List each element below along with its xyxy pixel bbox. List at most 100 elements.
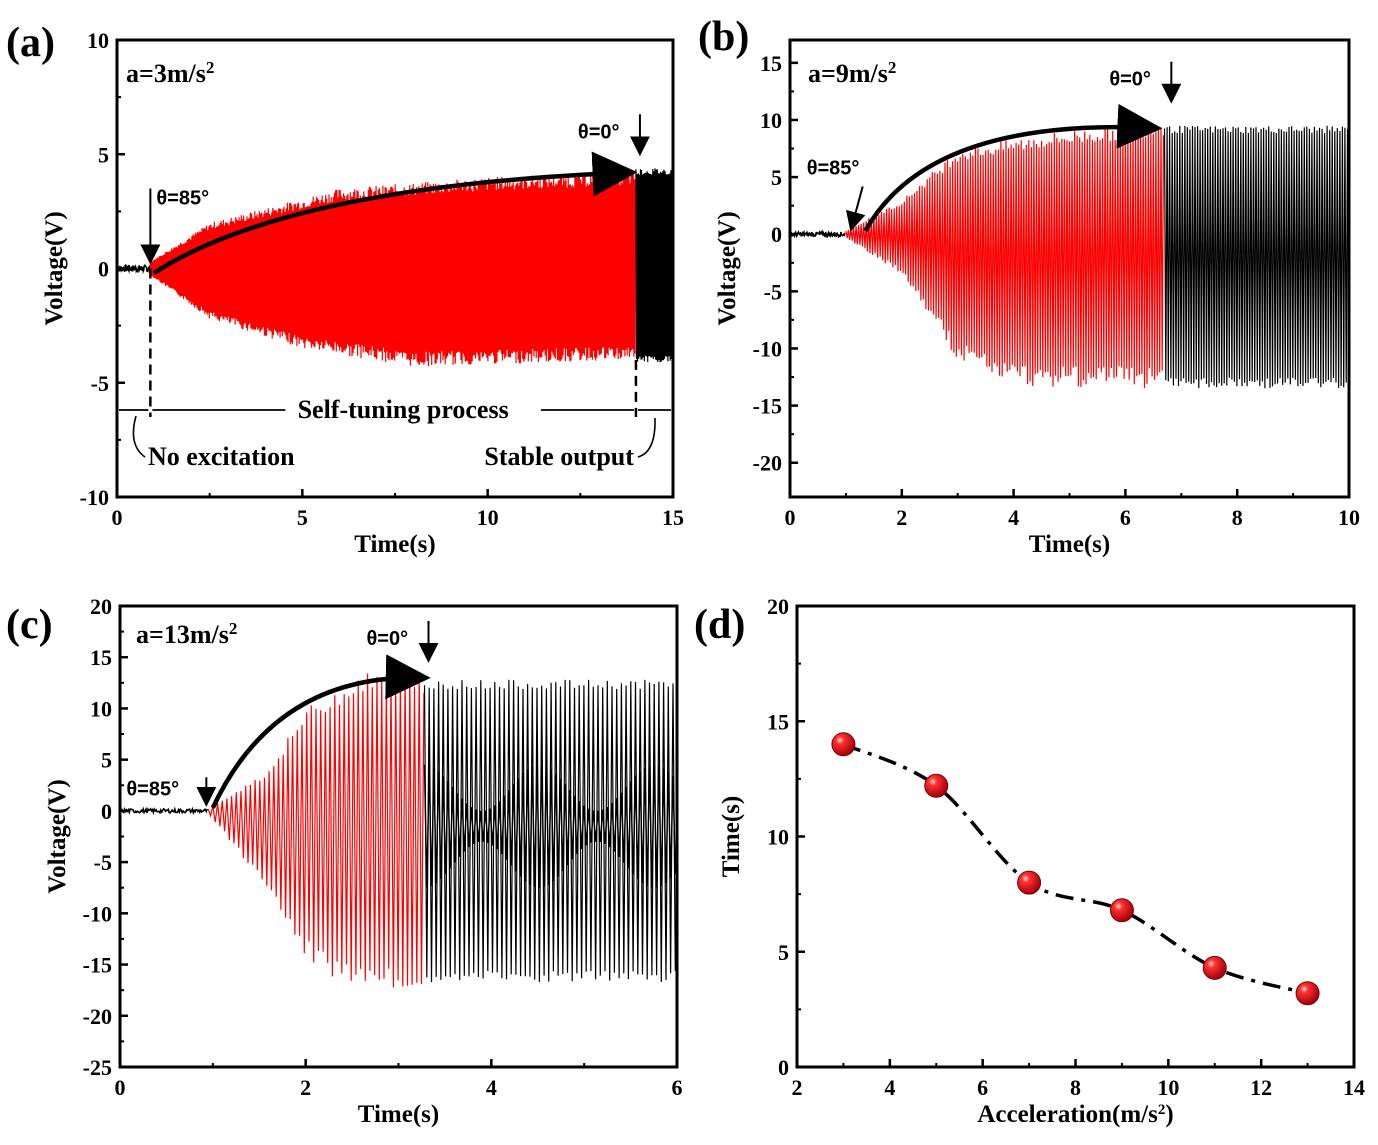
x-tick-label: 10 — [1338, 505, 1360, 530]
panel-a-condition: a=3m/s2 — [126, 58, 214, 89]
y-tick-label: 15 — [767, 709, 789, 734]
x-tick-label: 4 — [884, 1075, 895, 1100]
x-tick-label: 4 — [486, 1075, 497, 1100]
trend-line — [842, 742, 1309, 995]
y-tick-label: -20 — [83, 1004, 112, 1029]
x-tick-label: 8 — [1232, 505, 1243, 530]
trend-arrow — [210, 654, 431, 809]
self-tuning-trace — [207, 673, 425, 988]
x-tick-label: 0 — [112, 505, 123, 530]
x-axis-label-end: ) — [1165, 1101, 1173, 1128]
panel-b-condition: a=9m/s2 — [808, 58, 896, 89]
theta-0-label: θ=0° — [578, 121, 620, 143]
x-tick-label: 12 — [1250, 1075, 1272, 1100]
y-tick-label: -25 — [83, 1055, 112, 1080]
panel-c-label: (c) — [6, 602, 53, 648]
theta-0-label: θ=0° — [1109, 69, 1151, 91]
y-tick-label: 20 — [767, 594, 789, 619]
pre-excitation-trace — [116, 263, 151, 275]
data-point — [1295, 981, 1320, 1006]
no-excitation-pointer — [132, 415, 146, 458]
panel-b-annotations: θ=85° θ=0° — [807, 61, 1182, 232]
y-tick-label: 20 — [90, 594, 112, 619]
panel-b: (b) 0 2 4 6 8 10 -20 -15 -10 -5 0 5 10 15 Time(s) Volta… — [698, 14, 1360, 558]
data-point — [831, 732, 856, 757]
x-axis-label-sup: 2 — [1158, 1102, 1166, 1118]
panel-b-axes: 0 2 4 6 8 10 -20 -15 -10 -5 0 5 10 15 Time(s) Voltage(V… — [714, 38, 1360, 558]
panel-c-condition: a=13m/s2 — [136, 619, 237, 650]
self-tuning-trace — [149, 171, 637, 367]
panel-b-signal — [789, 124, 1350, 389]
x-tick-label: 2 — [792, 1075, 803, 1100]
plot-frame — [118, 604, 679, 1069]
y-tick-label: -10 — [753, 336, 782, 361]
y-axis-label: Voltage(V) — [714, 211, 741, 325]
trend-arrow — [863, 103, 1163, 232]
y-tick-label: 5 — [98, 142, 109, 167]
y-axis-label: Voltage(V) — [44, 779, 71, 893]
y-tick-label: 5 — [771, 165, 782, 190]
y-tick-label: -20 — [753, 451, 782, 476]
y-axis-label: Voltage(V) — [41, 211, 68, 325]
panel-a-label: (a) — [6, 20, 55, 66]
x-tick-label: 2 — [896, 505, 907, 530]
y-tick-label: 10 — [87, 28, 109, 53]
y-tick-label: -5 — [94, 850, 112, 875]
x-tick-label: 10 — [477, 505, 499, 530]
panel-a: (a) 0 5 10 15 -10 -5 0 5 10 Time(s) Voltage(V) a=3… — [6, 20, 684, 558]
y-tick-label: 15 — [760, 51, 782, 76]
x-tick-label: 0 — [785, 505, 796, 530]
plot-frame — [795, 604, 1356, 1069]
y-tick-label: -10 — [80, 485, 109, 510]
theta-85-arrow — [846, 186, 866, 232]
x-tick-label: 0 — [115, 1075, 126, 1100]
stable-output-pointer — [637, 417, 656, 458]
panel-b-label: (b) — [698, 14, 749, 60]
y-tick-label: -10 — [83, 901, 112, 926]
y-tick-label: 0 — [778, 1055, 789, 1080]
x-tick-label: 6 — [1120, 505, 1131, 530]
pre-excitation-trace — [789, 229, 846, 239]
x-tick-label: 6 — [977, 1075, 988, 1100]
y-tick-label: 15 — [90, 645, 112, 670]
panel-d: (d) 2 4 6 8 10 12 1405101520Acceleration(m/s2)… — [694, 594, 1365, 1128]
y-tick-label: 0 — [98, 257, 109, 282]
y-tick-label: 5 — [778, 940, 789, 965]
x-tick-label: 6 — [672, 1075, 683, 1100]
stable-inner-band — [423, 764, 676, 888]
panel-c: (c) 0 2 4 6 -25 -20 -15 -10 -5 0 5 10 15 20 Time(s) Vol… — [6, 594, 683, 1128]
x-tick-label: 8 — [1070, 1075, 1081, 1100]
x-axis-label: Time(s) — [354, 531, 435, 558]
data-point — [1202, 955, 1227, 980]
theta-85-label: θ=85° — [807, 158, 860, 180]
x-axis-label: Time(s) — [1029, 531, 1110, 558]
y-tick-label: 10 — [90, 696, 112, 721]
stable-output-trace — [635, 168, 673, 363]
theta-85-label: θ=85° — [126, 778, 179, 800]
panel-a-axes: 0 5 10 15 -10 -5 0 5 10 Time(s) Voltage(V) — [41, 28, 684, 558]
panel-a-signal — [116, 168, 673, 367]
theta-85-label: θ=85° — [156, 188, 209, 210]
y-tick-label: -5 — [764, 279, 782, 304]
x-tick-label: 2 — [300, 1075, 311, 1100]
x-tick-label: 5 — [297, 505, 308, 530]
x-axis-label: Time(s) — [358, 1101, 439, 1128]
stable-output-label: Stable output — [484, 442, 634, 471]
x-tick-label: 15 — [662, 505, 684, 530]
data-point — [1109, 898, 1134, 923]
panel-c-signal — [119, 673, 676, 988]
panel-c-annotations: θ=85° θ=0° — [126, 620, 439, 809]
panel-d-label: (d) — [694, 602, 745, 648]
x-tick-label: 10 — [1157, 1075, 1179, 1100]
y-tick-label: 5 — [101, 748, 112, 773]
self-tuning-trace — [845, 124, 1165, 389]
pre-excitation-trace — [119, 806, 209, 816]
y-tick-label: 0 — [771, 222, 782, 247]
x-tick-label: 14 — [1343, 1075, 1365, 1100]
x-tick-label: 4 — [1008, 505, 1019, 530]
stable-output-trace — [1163, 125, 1350, 389]
y-tick-label: 10 — [767, 825, 789, 850]
y-tick-label: 10 — [760, 108, 782, 133]
